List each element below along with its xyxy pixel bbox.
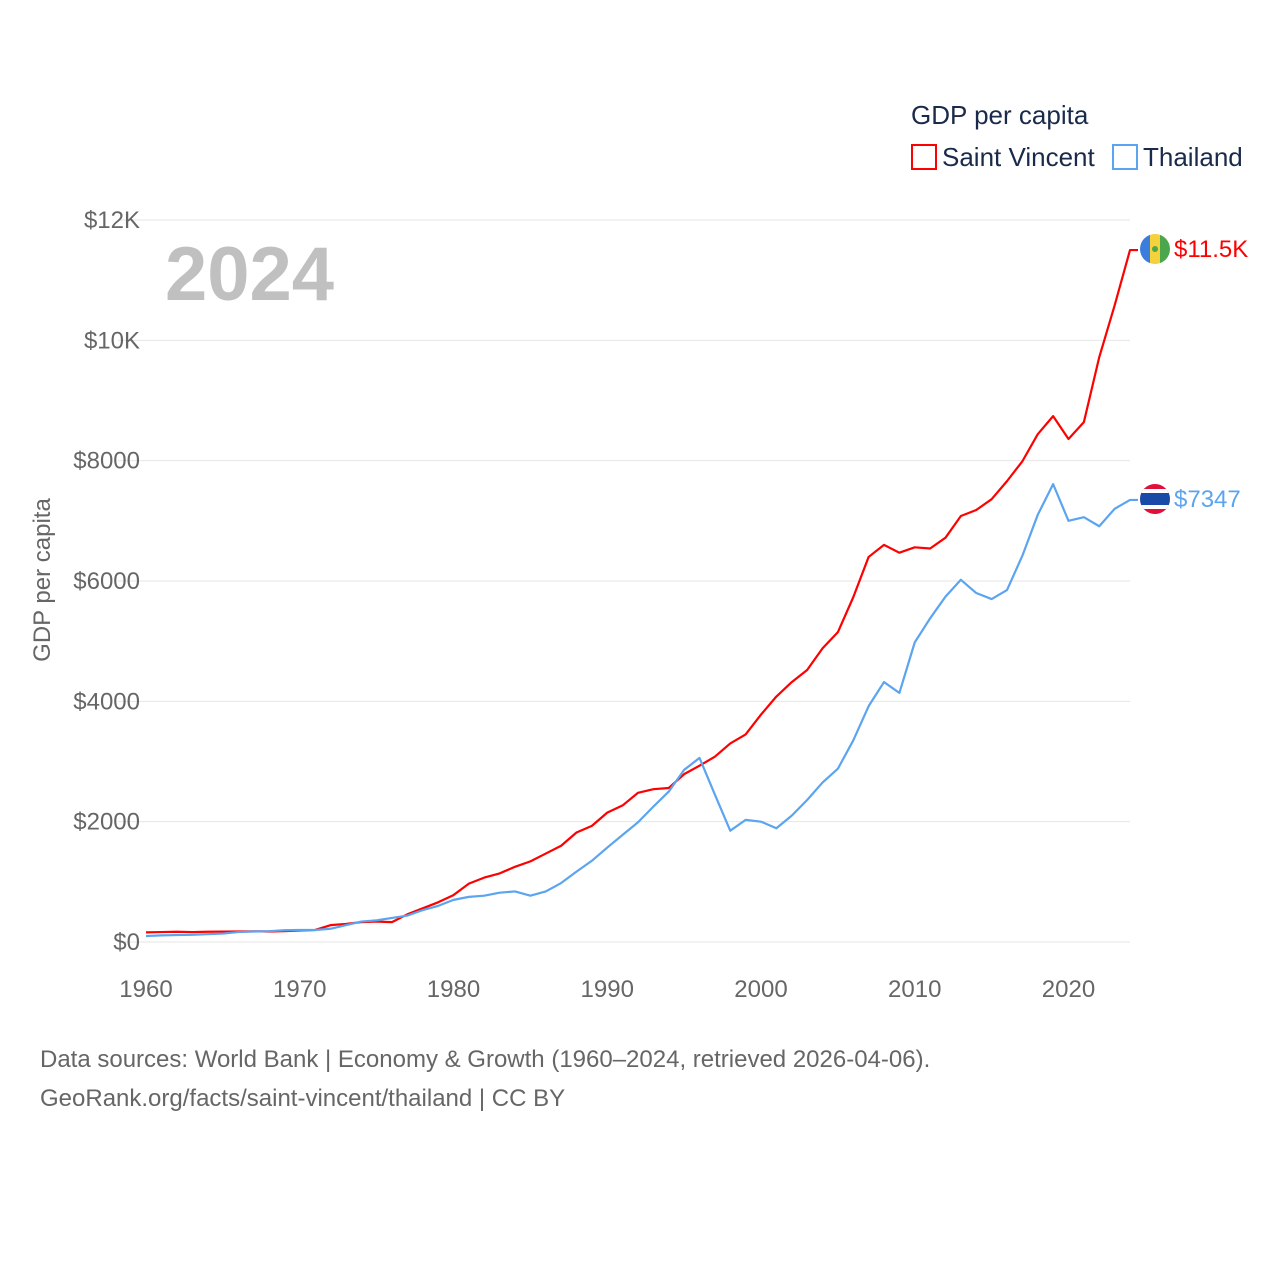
thailand-flag-icon <box>1140 484 1170 514</box>
y-tick-label: $8000 <box>73 448 140 475</box>
y-tick-label: $10K <box>84 327 140 354</box>
x-tick-label: 1990 <box>581 976 634 1003</box>
legend-label: Thailand <box>1143 142 1243 172</box>
legend-item-saint-vincent[interactable]: Saint Vincent <box>911 142 1096 172</box>
footer-sources: Data sources: World Bank | Economy & Gro… <box>40 1046 931 1073</box>
year-watermark: 2024 <box>165 232 334 317</box>
x-tick-label: 1980 <box>427 976 480 1003</box>
y-tick-label: $0 <box>113 929 140 956</box>
thailand-end-label: $7347 <box>1174 486 1241 513</box>
legend-swatch <box>911 144 937 170</box>
footer-link[interactable]: GeoRank.org/facts/saint-vincent/thailand… <box>40 1085 566 1112</box>
saint-vincent-end-label: $11.5K <box>1174 236 1248 263</box>
y-axis-label: GDP per capita <box>29 498 56 662</box>
y-tick-label: $2000 <box>73 809 140 836</box>
series-line-thailand <box>145 483 1138 938</box>
legend-swatch <box>1112 144 1138 170</box>
y-tick-label: $6000 <box>73 568 140 595</box>
legend-label: Saint Vincent <box>942 142 1096 172</box>
legend-title: GDP per capita <box>911 100 1089 130</box>
x-tick-label: 1960 <box>119 976 172 1003</box>
y-tick-label: $4000 <box>73 688 140 715</box>
x-tick-label: 1970 <box>273 976 326 1003</box>
legend-item-thailand[interactable]: Thailand <box>1112 142 1243 172</box>
x-tick-label: 2000 <box>734 976 787 1003</box>
saint-vincent-flag-icon <box>1140 234 1170 264</box>
y-tick-label: $12K <box>84 207 140 234</box>
series-line-saint-vincent <box>145 248 1138 934</box>
x-tick-label: 2020 <box>1042 976 1095 1003</box>
x-tick-label: 2010 <box>888 976 941 1003</box>
